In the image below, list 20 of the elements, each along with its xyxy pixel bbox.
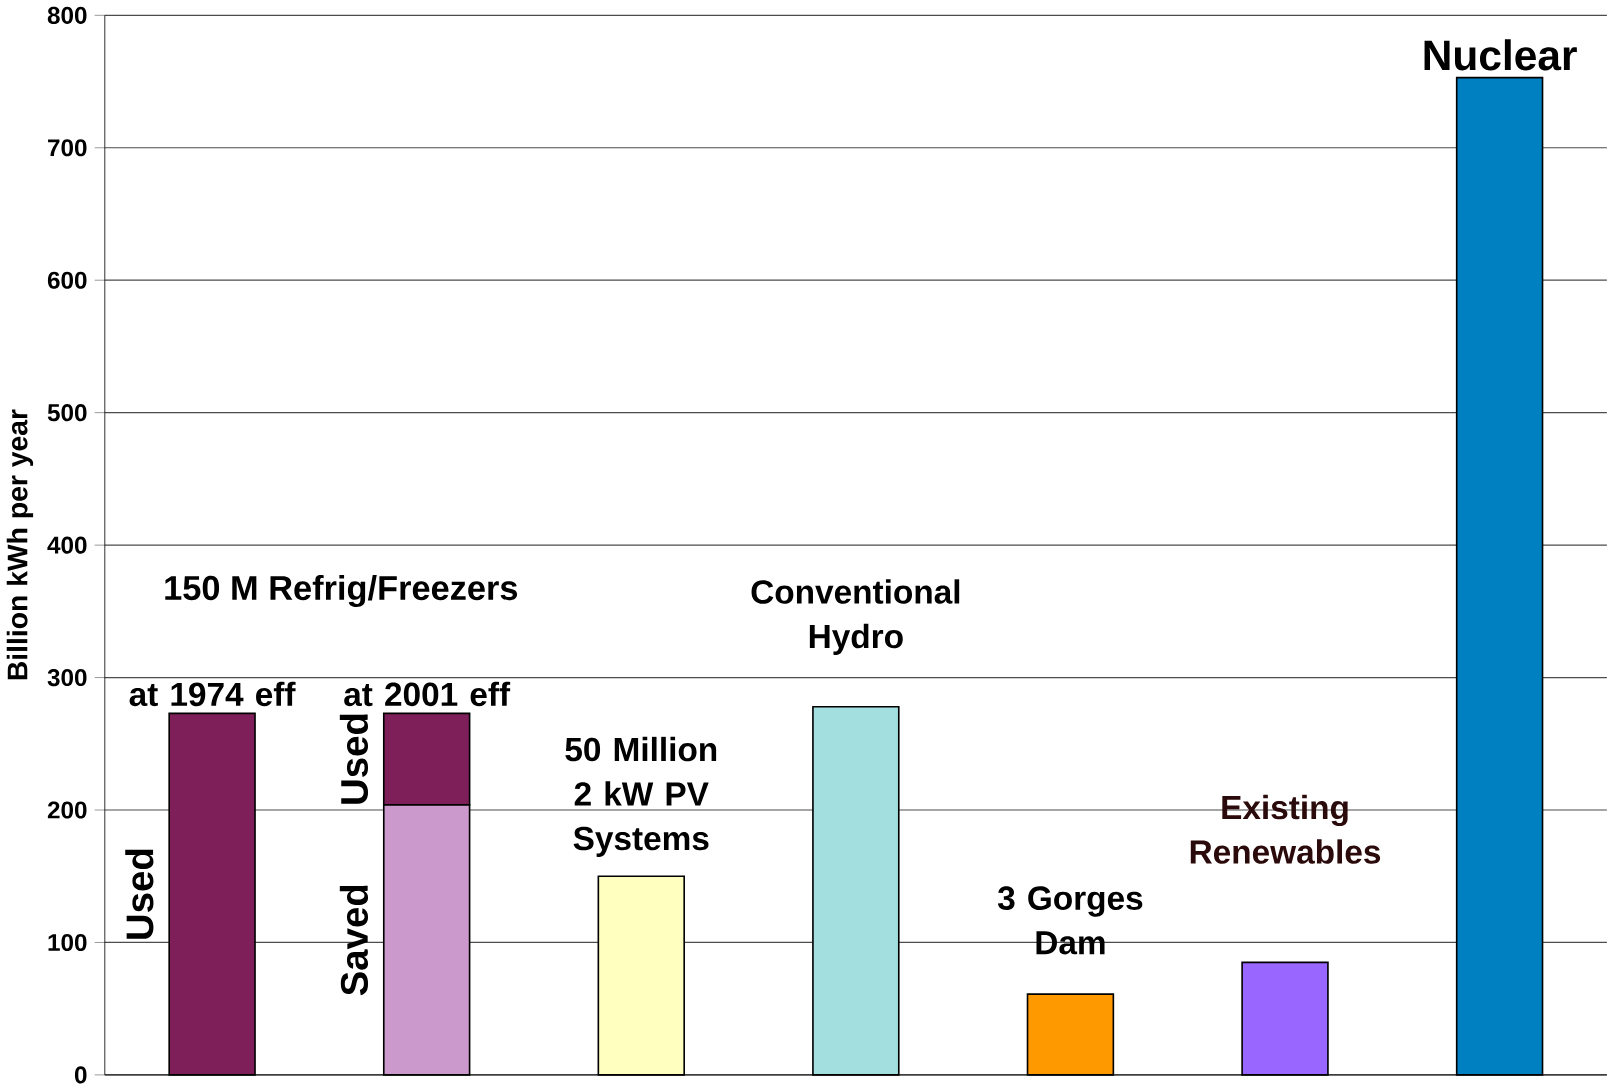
y-tick-label: 0: [74, 1066, 87, 1084]
annotation: Used: [125, 849, 154, 939]
x-tick-label: Existing Renewables: [1190, 794, 1381, 864]
y-tick-label: 700: [48, 139, 87, 157]
x-tick-label: Nuclear: [1424, 39, 1577, 71]
y-tick-label: 200: [47, 801, 87, 819]
y-tick-label: 800: [47, 6, 87, 24]
annotation: Used: [339, 714, 369, 804]
y-tick-label: 500: [47, 403, 87, 422]
y-axis-title: Billion kWh per year: [6, 409, 34, 680]
y-tick-label: 300: [47, 668, 87, 687]
y-tick-label: 600: [47, 271, 87, 289]
x-tick-label: at 1974 eff: [129, 681, 296, 707]
x-tick-label: at 2001 eff: [344, 681, 511, 707]
x-tick-label: Conventional Hydro: [751, 579, 960, 655]
y-tick-label: 100: [48, 933, 87, 951]
x-tick-label: 50 Million 2 kW PV Systems: [565, 736, 717, 857]
annotation: 150 M Refrig/Freezers: [165, 574, 518, 608]
annotation: Saved: [339, 885, 369, 996]
y-tick-label: 400: [47, 536, 87, 554]
